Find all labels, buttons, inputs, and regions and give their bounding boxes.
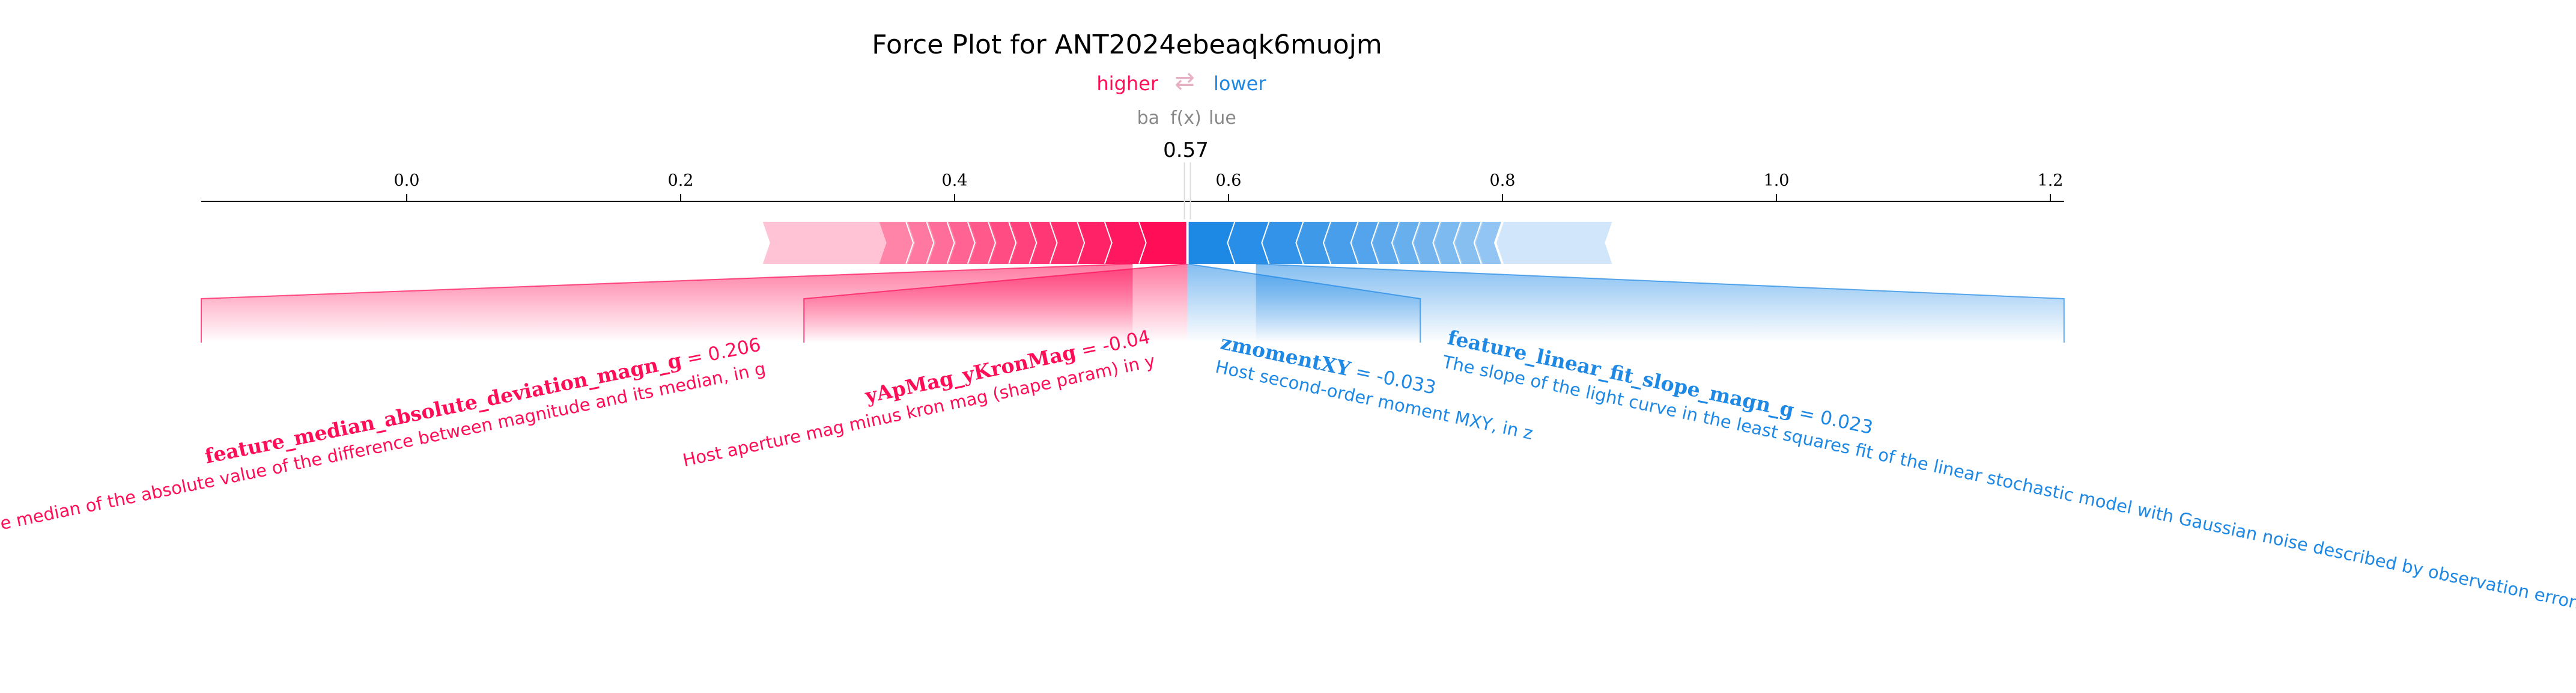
negative-segment — [1454, 222, 1482, 264]
negative-segment — [1324, 222, 1359, 264]
feature-connector-fill — [1256, 264, 2064, 343]
legend-higher: higher — [1096, 72, 1158, 95]
base-label-tail: lue — [1209, 108, 1236, 129]
negative-segment — [1433, 222, 1462, 264]
segment-divider — [1453, 221, 1463, 264]
positive-segment — [879, 222, 914, 264]
positive-segment — [1009, 222, 1037, 264]
negative-segment — [1187, 222, 1236, 264]
negative-segment — [1474, 222, 1502, 264]
segment-divider — [1473, 221, 1483, 264]
force-bars — [762, 221, 1612, 264]
tick-label: 1.2 — [2038, 171, 2064, 190]
output-value: 0.57 — [1163, 138, 1209, 162]
base-label-head: ba — [1137, 108, 1159, 129]
segment-divider — [905, 221, 916, 264]
positive-segment — [927, 222, 955, 264]
x-axis: 0.0 0.2 0.4 0.6 0.8 1.0 1.2 — [201, 162, 2064, 219]
tick-label: 0.2 — [668, 171, 694, 190]
feature-label: feature_median_absolute_deviation_magn_g… — [0, 332, 767, 539]
negative-segment — [1393, 222, 1421, 264]
base-value-label: ba f(x) lue — [1137, 108, 1236, 129]
legend-lower: lower — [1214, 72, 1266, 95]
negative-segment — [1296, 222, 1331, 264]
feature-label: feature_linear_fit_slope_magn_g = 0.023T… — [1440, 326, 2576, 624]
feature-description: The slope of the light curve in the leas… — [1440, 352, 2576, 624]
legend-arrow-icon: ⇄ — [1174, 67, 1195, 95]
feature-connector-line — [803, 263, 1188, 343]
positive-segment-main — [1146, 222, 1188, 264]
positive-segment — [1105, 222, 1147, 264]
legend: higher ⇄ lower — [1096, 67, 1266, 95]
negative-segment — [1413, 222, 1441, 264]
fx-label: f(x) — [1170, 108, 1201, 129]
tick-label: 1.0 — [1764, 171, 1790, 190]
tick-label: 0.4 — [942, 171, 968, 190]
feature-labels: feature_median_absolute_deviation_magn_g… — [0, 326, 2576, 624]
negative-segment — [1372, 222, 1400, 264]
feature-connector-fill — [804, 264, 1188, 343]
segment-divider — [926, 221, 936, 264]
tick-label: 0.6 — [1216, 171, 1242, 190]
positive-segment — [1078, 222, 1113, 264]
positive-segment — [989, 222, 1017, 264]
feature-connectors — [201, 263, 2065, 343]
feature-name: feature_median_absolute_deviation_magn_g… — [203, 332, 763, 468]
chart-title: Force Plot for ANT2024ebeaqk6muojm — [872, 29, 1382, 60]
feature-connector-line — [1256, 263, 2065, 343]
negative-segment — [1351, 222, 1379, 264]
positive-segment — [968, 222, 996, 264]
positive-segment — [1030, 222, 1058, 264]
negative-segment — [1262, 222, 1304, 264]
feature-description: The median of the absolute value of the … — [0, 358, 767, 539]
positive-segment — [947, 222, 976, 264]
tick-label: 0.8 — [1490, 171, 1516, 190]
feature-connector-line — [201, 263, 1133, 343]
tick-label: 0.0 — [394, 171, 420, 190]
segment-divider — [1432, 221, 1442, 264]
negative-segment — [1228, 222, 1270, 264]
positive-segment — [1050, 222, 1086, 264]
positive-segment — [907, 222, 935, 264]
segment-divider — [1493, 221, 1504, 264]
